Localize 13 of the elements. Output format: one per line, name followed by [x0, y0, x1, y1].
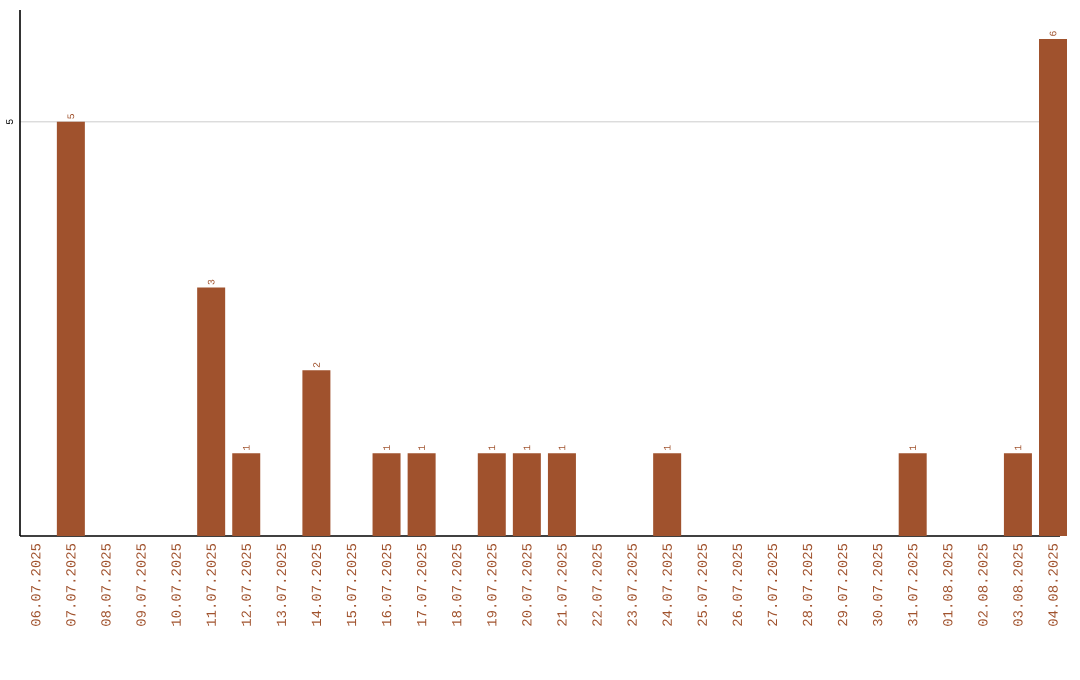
- bar: [547, 453, 576, 536]
- bar: [512, 453, 541, 536]
- bar: [477, 453, 506, 536]
- bar: [653, 453, 682, 536]
- bar: [56, 121, 85, 536]
- bar: [197, 287, 226, 536]
- bar: [898, 453, 927, 536]
- bar: [302, 370, 331, 536]
- bar: [1039, 38, 1067, 536]
- bar: [372, 453, 401, 536]
- bar: [407, 453, 436, 536]
- bar: [1003, 453, 1032, 536]
- bar: [232, 453, 261, 536]
